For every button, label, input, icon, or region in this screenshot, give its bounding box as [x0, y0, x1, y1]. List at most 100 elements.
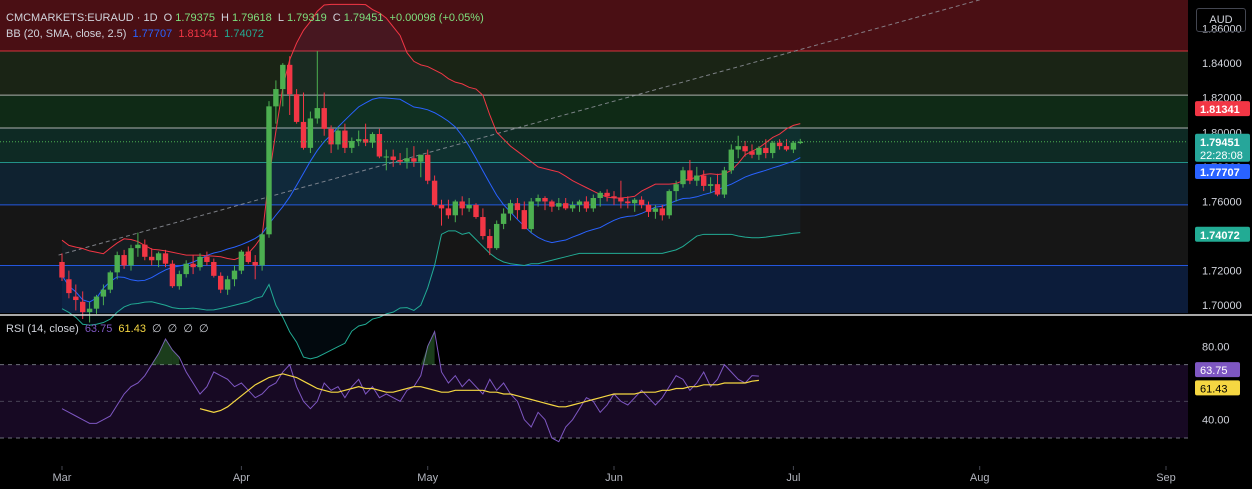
candle	[673, 180, 679, 202]
candle	[425, 149, 431, 185]
candle-body	[618, 198, 624, 202]
candle	[349, 137, 355, 154]
candle	[438, 199, 445, 226]
close-value: 1.79451	[343, 12, 384, 24]
candle	[155, 251, 162, 268]
candle-body	[362, 139, 369, 143]
candle-body	[418, 154, 424, 162]
candle	[514, 198, 521, 219]
candle-body	[666, 191, 672, 216]
candle	[107, 270, 113, 294]
candle	[293, 89, 300, 124]
candle	[680, 166, 686, 188]
candle	[142, 239, 148, 261]
bb-band-fill	[62, 4, 801, 359]
candle	[466, 198, 472, 212]
candle	[625, 196, 631, 209]
rsi-line	[61, 330, 759, 443]
candle-body	[114, 255, 120, 273]
rsi-label-box	[1195, 362, 1240, 378]
rsi-value-label: 63.75	[1195, 362, 1240, 378]
candle	[535, 194, 541, 207]
candle-body	[369, 134, 376, 143]
candle	[162, 249, 169, 268]
rsi-value-label: 61.43	[1195, 380, 1240, 396]
close-label: C	[332, 12, 341, 24]
candle-body	[121, 255, 127, 266]
price-axis-label: 1.70000	[1202, 300, 1242, 312]
candle	[204, 251, 210, 266]
candle	[597, 191, 603, 207]
change-value: +0.00098 (+0.05%)	[389, 12, 484, 24]
candle	[542, 196, 548, 211]
candle	[245, 246, 251, 264]
candle	[404, 147, 410, 169]
candle	[390, 149, 396, 167]
high-label: H	[221, 12, 229, 24]
rsi-legend[interactable]: RSI (14, close) 63.75 61.43 ∅ ∅ ∅ ∅	[6, 322, 212, 336]
candle	[238, 249, 245, 275]
candle	[183, 260, 189, 278]
price-zone	[0, 95, 1188, 128]
candle	[93, 294, 100, 314]
candle	[770, 140, 776, 159]
time-axis-label: Jun	[605, 472, 623, 484]
candle-body	[459, 201, 465, 209]
time-axis-label: Mar	[53, 472, 72, 484]
open-value: 1.79375	[175, 12, 215, 24]
candle-body	[763, 147, 769, 154]
candle	[604, 189, 610, 202]
candle-body	[521, 210, 527, 230]
candle	[459, 196, 465, 216]
candle	[556, 198, 562, 211]
candle-body	[563, 203, 569, 209]
candle-body	[652, 208, 659, 212]
candle-body	[707, 184, 714, 186]
candle	[728, 144, 734, 174]
candle-body	[487, 236, 493, 249]
candle-body	[252, 261, 258, 266]
candle-body	[149, 256, 155, 261]
currency-button[interactable]: AUD	[1196, 8, 1246, 32]
candle	[445, 199, 452, 219]
candle-body	[583, 201, 590, 209]
candle-body	[273, 89, 279, 107]
candle	[632, 198, 638, 212]
candle	[797, 138, 803, 145]
candle-body	[701, 175, 707, 186]
candle-body	[528, 201, 534, 230]
candle	[583, 196, 590, 212]
candle	[356, 130, 362, 147]
bb-legend[interactable]: BB (20, SMA, close, 2.5) 1.77707 1.81341…	[6, 27, 267, 41]
candle-body	[100, 289, 107, 297]
rsi-overbought-fill	[427, 331, 435, 365]
candle	[452, 199, 458, 223]
candle-body	[183, 263, 189, 275]
rsi-overbought-fill	[158, 339, 166, 365]
bb-label: BB (20, SMA, close, 2.5)	[6, 28, 127, 40]
candle	[507, 199, 514, 221]
bb-basis-value: 1.77707	[132, 28, 173, 40]
candle	[528, 198, 534, 233]
candle	[149, 248, 155, 266]
rsi-extra-4: ∅	[198, 323, 209, 335]
time-axis-label: Apr	[233, 472, 250, 484]
low-value: 1.79319	[286, 12, 327, 24]
price-zone	[0, 162, 1188, 205]
candle	[480, 208, 486, 240]
candle-body	[349, 140, 355, 148]
candle	[756, 146, 762, 160]
candle-body	[107, 272, 113, 290]
candle	[314, 51, 320, 124]
candle-body	[238, 251, 245, 271]
symbol-title[interactable]: CMCMARKETS:EURAUD · 1D	[6, 12, 158, 24]
candle-body	[86, 308, 93, 313]
candle-body	[155, 253, 162, 261]
candle-body	[176, 274, 182, 287]
candle	[701, 170, 707, 192]
candle	[521, 201, 527, 230]
candle	[114, 251, 120, 280]
rsi-ma-line	[199, 373, 759, 413]
candle-body	[190, 263, 196, 268]
